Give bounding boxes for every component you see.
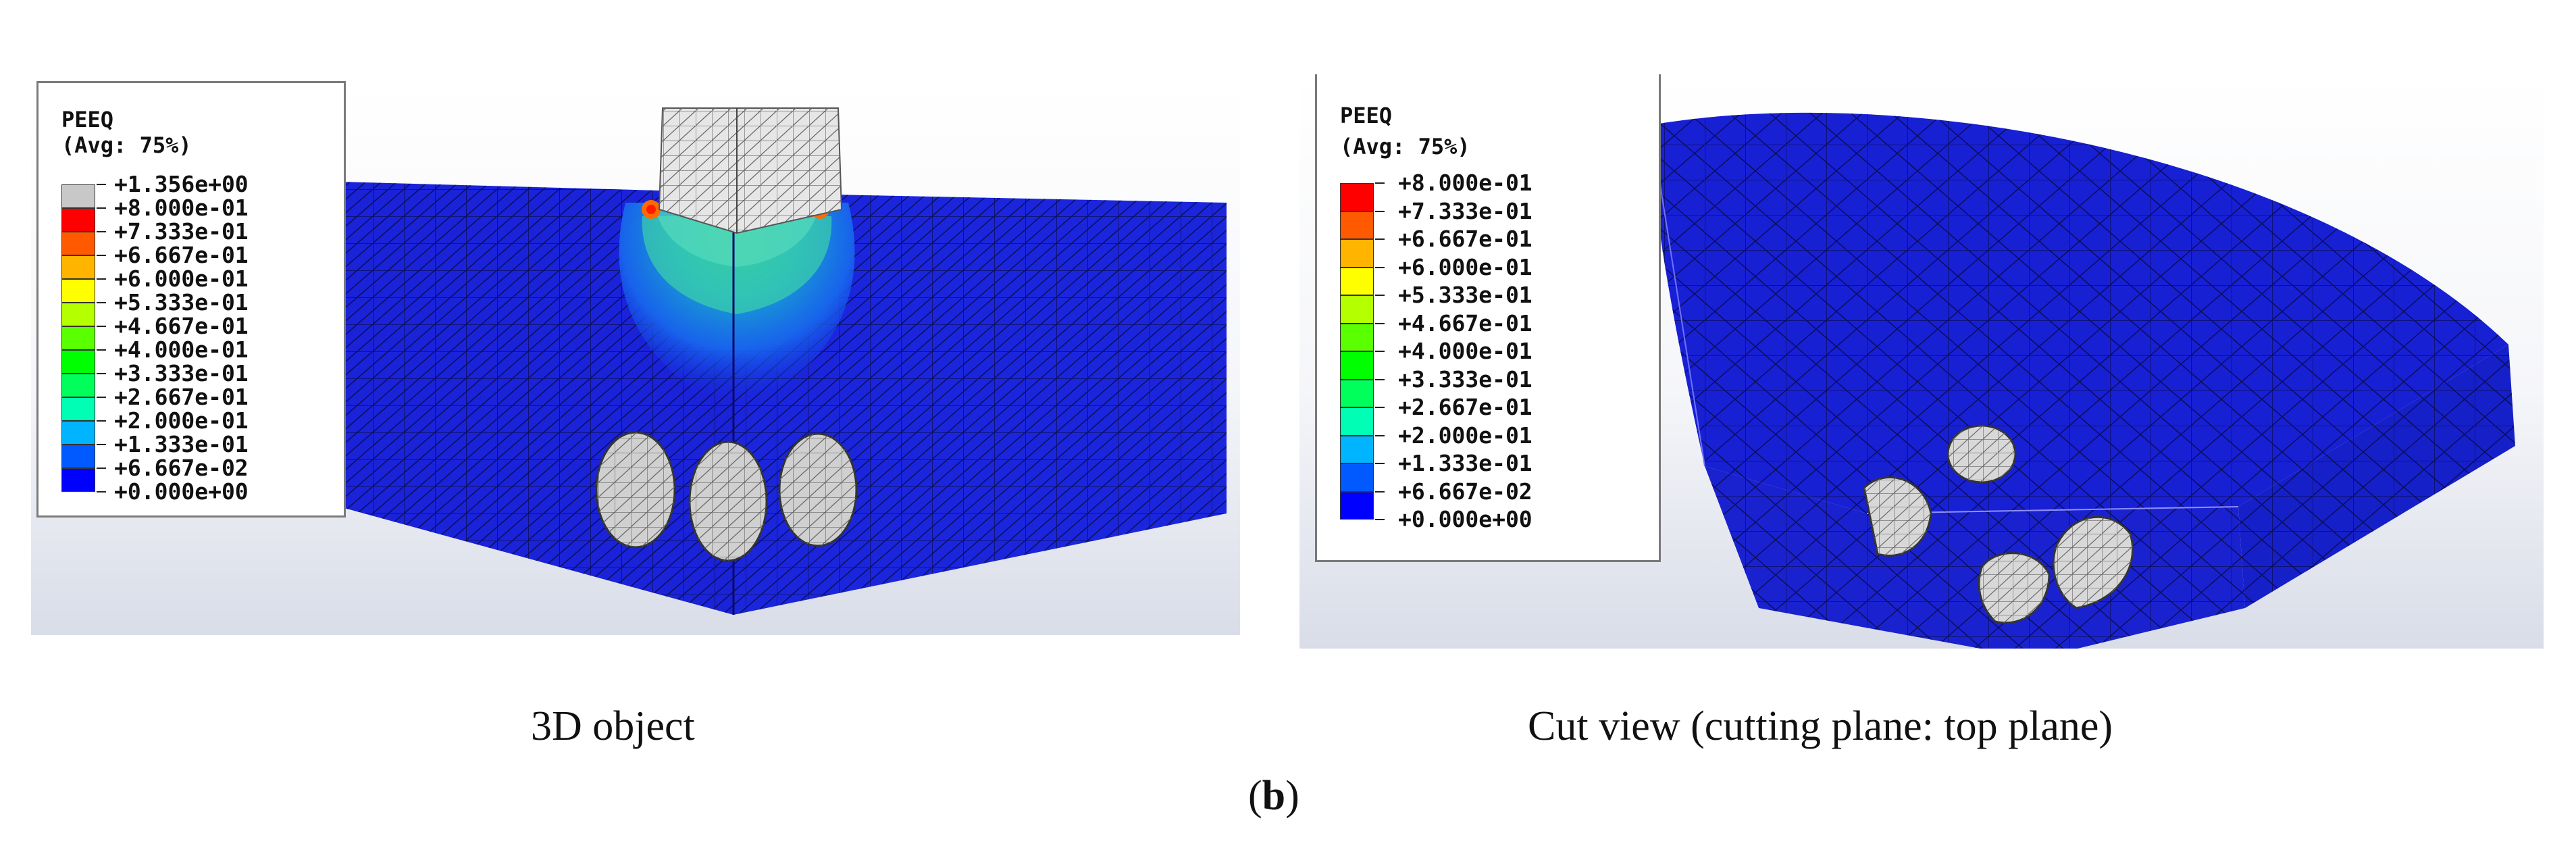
figure-label: (b) (1248, 773, 1299, 819)
legend-tick (1375, 378, 1385, 380)
legend-swatch (1340, 211, 1374, 239)
legend-swatch (1340, 407, 1374, 436)
legend-swatch (1340, 295, 1374, 324)
model-3d-object (315, 107, 1227, 615)
legend-swatch (1340, 267, 1374, 295)
legend-label: +2.667e-01 (114, 384, 249, 410)
legend-swatch (61, 303, 95, 326)
legend-tick (97, 373, 106, 374)
legend-label: +4.667e-01 (1398, 309, 1532, 336)
legend-tick (1375, 463, 1385, 464)
legend-tick (1375, 182, 1385, 184)
legend-label: +6.667e-02 (1398, 478, 1532, 505)
legend-label: +3.333e-01 (1398, 365, 1532, 393)
legend-label: +3.333e-01 (114, 360, 249, 386)
legend-label: +7.333e-01 (114, 218, 249, 245)
caption-3d-object: 3D object (531, 703, 695, 749)
legend-label: +7.333e-01 (1398, 197, 1532, 224)
legend-label: +2.000e-01 (1398, 422, 1532, 449)
legend-peeq-left: PEEQ (Avg: 75%) +1.356e+00 +8.000e-01 +7.3… (36, 81, 346, 518)
legend-swatch (1340, 239, 1374, 268)
legend-label: +6.667e-01 (114, 242, 249, 268)
legend-tick (97, 326, 106, 327)
legend-tick (97, 302, 106, 303)
legend-tick (1375, 266, 1385, 268)
legend-label: +1.333e-01 (1398, 450, 1532, 476)
legend-swatch (61, 232, 95, 255)
legend-tick (97, 468, 106, 469)
legend-label: +1.333e-01 (114, 431, 249, 457)
legend-swatch (61, 468, 95, 492)
legend-swatch (1340, 351, 1374, 380)
legend-label: +0.000e+00 (1398, 506, 1532, 532)
legend-label: +4.667e-01 (114, 313, 249, 339)
legend-tick (97, 444, 106, 445)
legend-label: +2.000e-01 (114, 407, 249, 434)
legend-label: +5.333e-01 (114, 289, 249, 316)
caption-cut-view: Cut view (cutting plane: top plane) (1528, 703, 2113, 749)
legend-swatch (61, 255, 95, 279)
legend-label: +6.667e-01 (1398, 226, 1532, 252)
viewport-cut-view[interactable]: PEEQ (Avg: 75%) +8.000e-01 +7.333e-01 +6.6… (1299, 74, 2544, 649)
legend-label: +8.000e-01 (114, 195, 249, 221)
model-cut-view (1650, 112, 2515, 649)
legend-tick (97, 278, 106, 280)
legend-tick (1375, 407, 1385, 408)
legend-swatch (61, 208, 95, 232)
legend-peeq-right: PEEQ (Avg: 75%) +8.000e-01 +7.333e-01 +6.6… (1315, 74, 1661, 562)
legend-label: +4.000e-01 (114, 336, 249, 363)
legend-tick (1375, 351, 1385, 352)
legend-label: +6.667e-02 (114, 455, 249, 481)
legend-label: +0.000e+00 (114, 478, 249, 505)
legend-title: PEEQ (1340, 103, 1393, 128)
legend-subtitle: (Avg: 75%) (1340, 134, 1470, 159)
legend-swatch (61, 421, 95, 445)
legend-swatch (1340, 463, 1374, 492)
legend-tick (97, 397, 106, 398)
legend-swatch (61, 374, 95, 397)
legend-label: +6.000e-01 (114, 266, 249, 292)
legend-tick (97, 207, 106, 209)
legend-tick (1375, 295, 1385, 296)
legend-swatch (1340, 323, 1374, 351)
legend-tick (97, 231, 106, 232)
legend-tick (1375, 519, 1385, 520)
legend-swatch (1340, 183, 1374, 211)
legend-label: +4.000e-01 (1398, 338, 1532, 364)
legend-label: +1.356e+00 (114, 171, 249, 197)
legend-swatch (61, 326, 95, 350)
legend-tick (1375, 210, 1385, 212)
legend-swatch (61, 350, 95, 374)
legend-tick (1375, 322, 1385, 324)
legend-tick (97, 255, 106, 256)
legend-swatch (61, 184, 95, 208)
legend-swatch (1340, 379, 1374, 407)
legend-tick (1375, 238, 1385, 240)
legend-label: +2.667e-01 (1398, 394, 1532, 420)
legend-tick (1375, 490, 1385, 493)
legend-swatch (1340, 435, 1374, 463)
legend-label: +8.000e-01 (1398, 170, 1532, 196)
viewport-3d-object[interactable]: PEEQ (Avg: 75%) +1.356e+00 +8.000e-01 +7.3… (31, 81, 1240, 635)
figure-label-letter: b (1262, 773, 1286, 819)
legend-tick (1375, 434, 1385, 436)
legend-title: PEEQ (61, 107, 114, 132)
legend-tick (97, 420, 106, 422)
legend-swatch (61, 397, 95, 421)
legend-tick (97, 184, 106, 185)
legend-swatch (1340, 491, 1374, 520)
legend-tick (97, 491, 106, 493)
legend-label: +5.333e-01 (1398, 282, 1532, 308)
legend-swatch (61, 279, 95, 303)
legend-label: +6.000e-01 (1398, 253, 1532, 280)
legend-tick (97, 349, 106, 351)
legend-swatch (61, 445, 95, 468)
legend-subtitle: (Avg: 75%) (61, 132, 192, 158)
